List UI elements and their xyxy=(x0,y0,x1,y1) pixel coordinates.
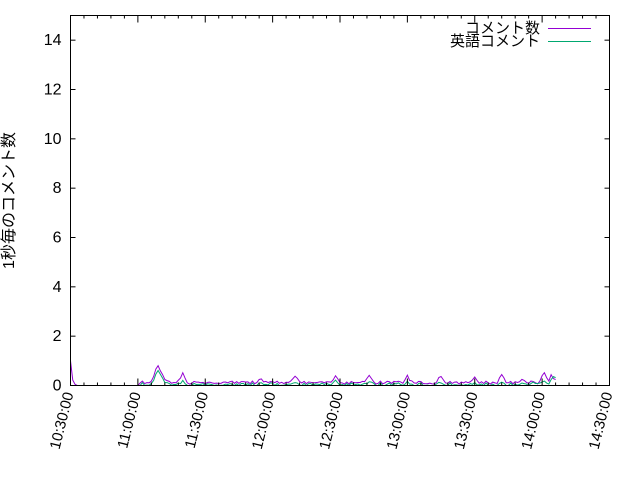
svg-text:13:00:00: 13:00:00 xyxy=(384,390,415,451)
svg-text:1秒毎のコメント数: 1秒毎のコメント数 xyxy=(0,132,18,269)
svg-text:10:30:00: 10:30:00 xyxy=(47,390,78,451)
svg-text:14:00:00: 14:00:00 xyxy=(518,390,549,451)
svg-text:13:30:00: 13:30:00 xyxy=(451,390,482,451)
svg-text:8: 8 xyxy=(53,180,62,197)
svg-text:4: 4 xyxy=(53,279,62,296)
svg-text:12: 12 xyxy=(44,82,62,99)
svg-text:10: 10 xyxy=(44,131,62,148)
svg-text:英語コメント: 英語コメント xyxy=(450,32,540,50)
svg-text:12:30:00: 12:30:00 xyxy=(316,390,347,451)
svg-text:11:00:00: 11:00:00 xyxy=(114,390,144,450)
svg-text:2: 2 xyxy=(53,328,62,345)
svg-text:12:00:00: 12:00:00 xyxy=(249,390,280,451)
svg-text:6: 6 xyxy=(53,230,62,247)
svg-text:11:30:00: 11:30:00 xyxy=(182,390,212,450)
svg-text:14:30:00: 14:30:00 xyxy=(586,390,617,451)
svg-text:14: 14 xyxy=(44,32,62,49)
